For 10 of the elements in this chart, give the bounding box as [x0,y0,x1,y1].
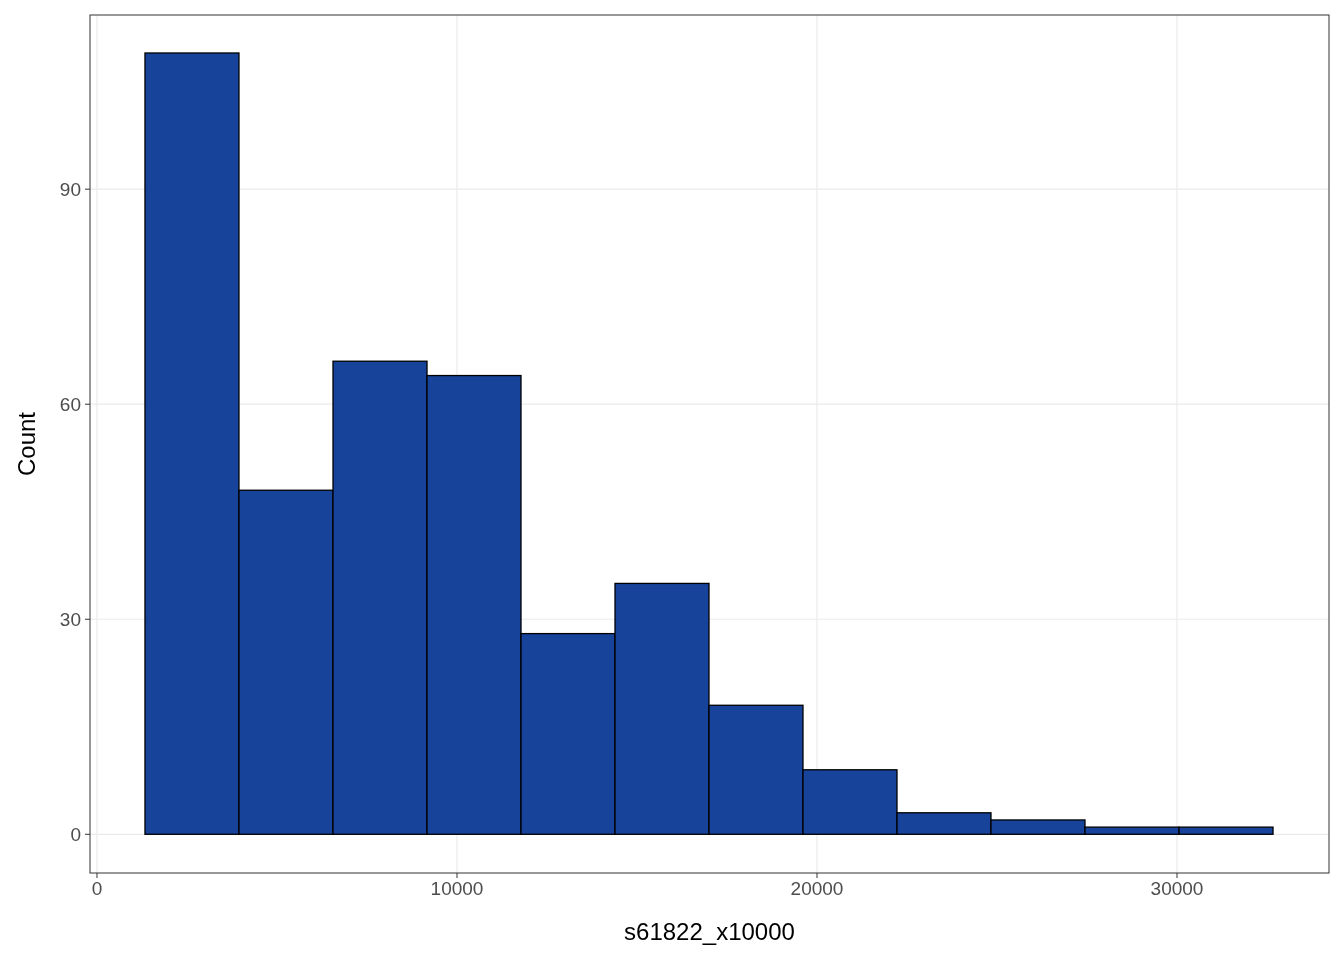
y-tick-label: 30 [59,608,81,630]
y-tick-label: 90 [59,178,81,200]
y-tick-label: 60 [59,393,81,415]
x-tick-label: 30000 [1150,878,1204,899]
y-axis-title: Count [13,411,40,477]
y-tick-label: 0 [70,823,81,845]
x-tick-label: 0 [91,878,103,899]
x-axis-title: s61822_x10000 [624,918,795,945]
x-tick-label: 10000 [430,878,484,899]
x-tick-label: 20000 [790,878,844,899]
